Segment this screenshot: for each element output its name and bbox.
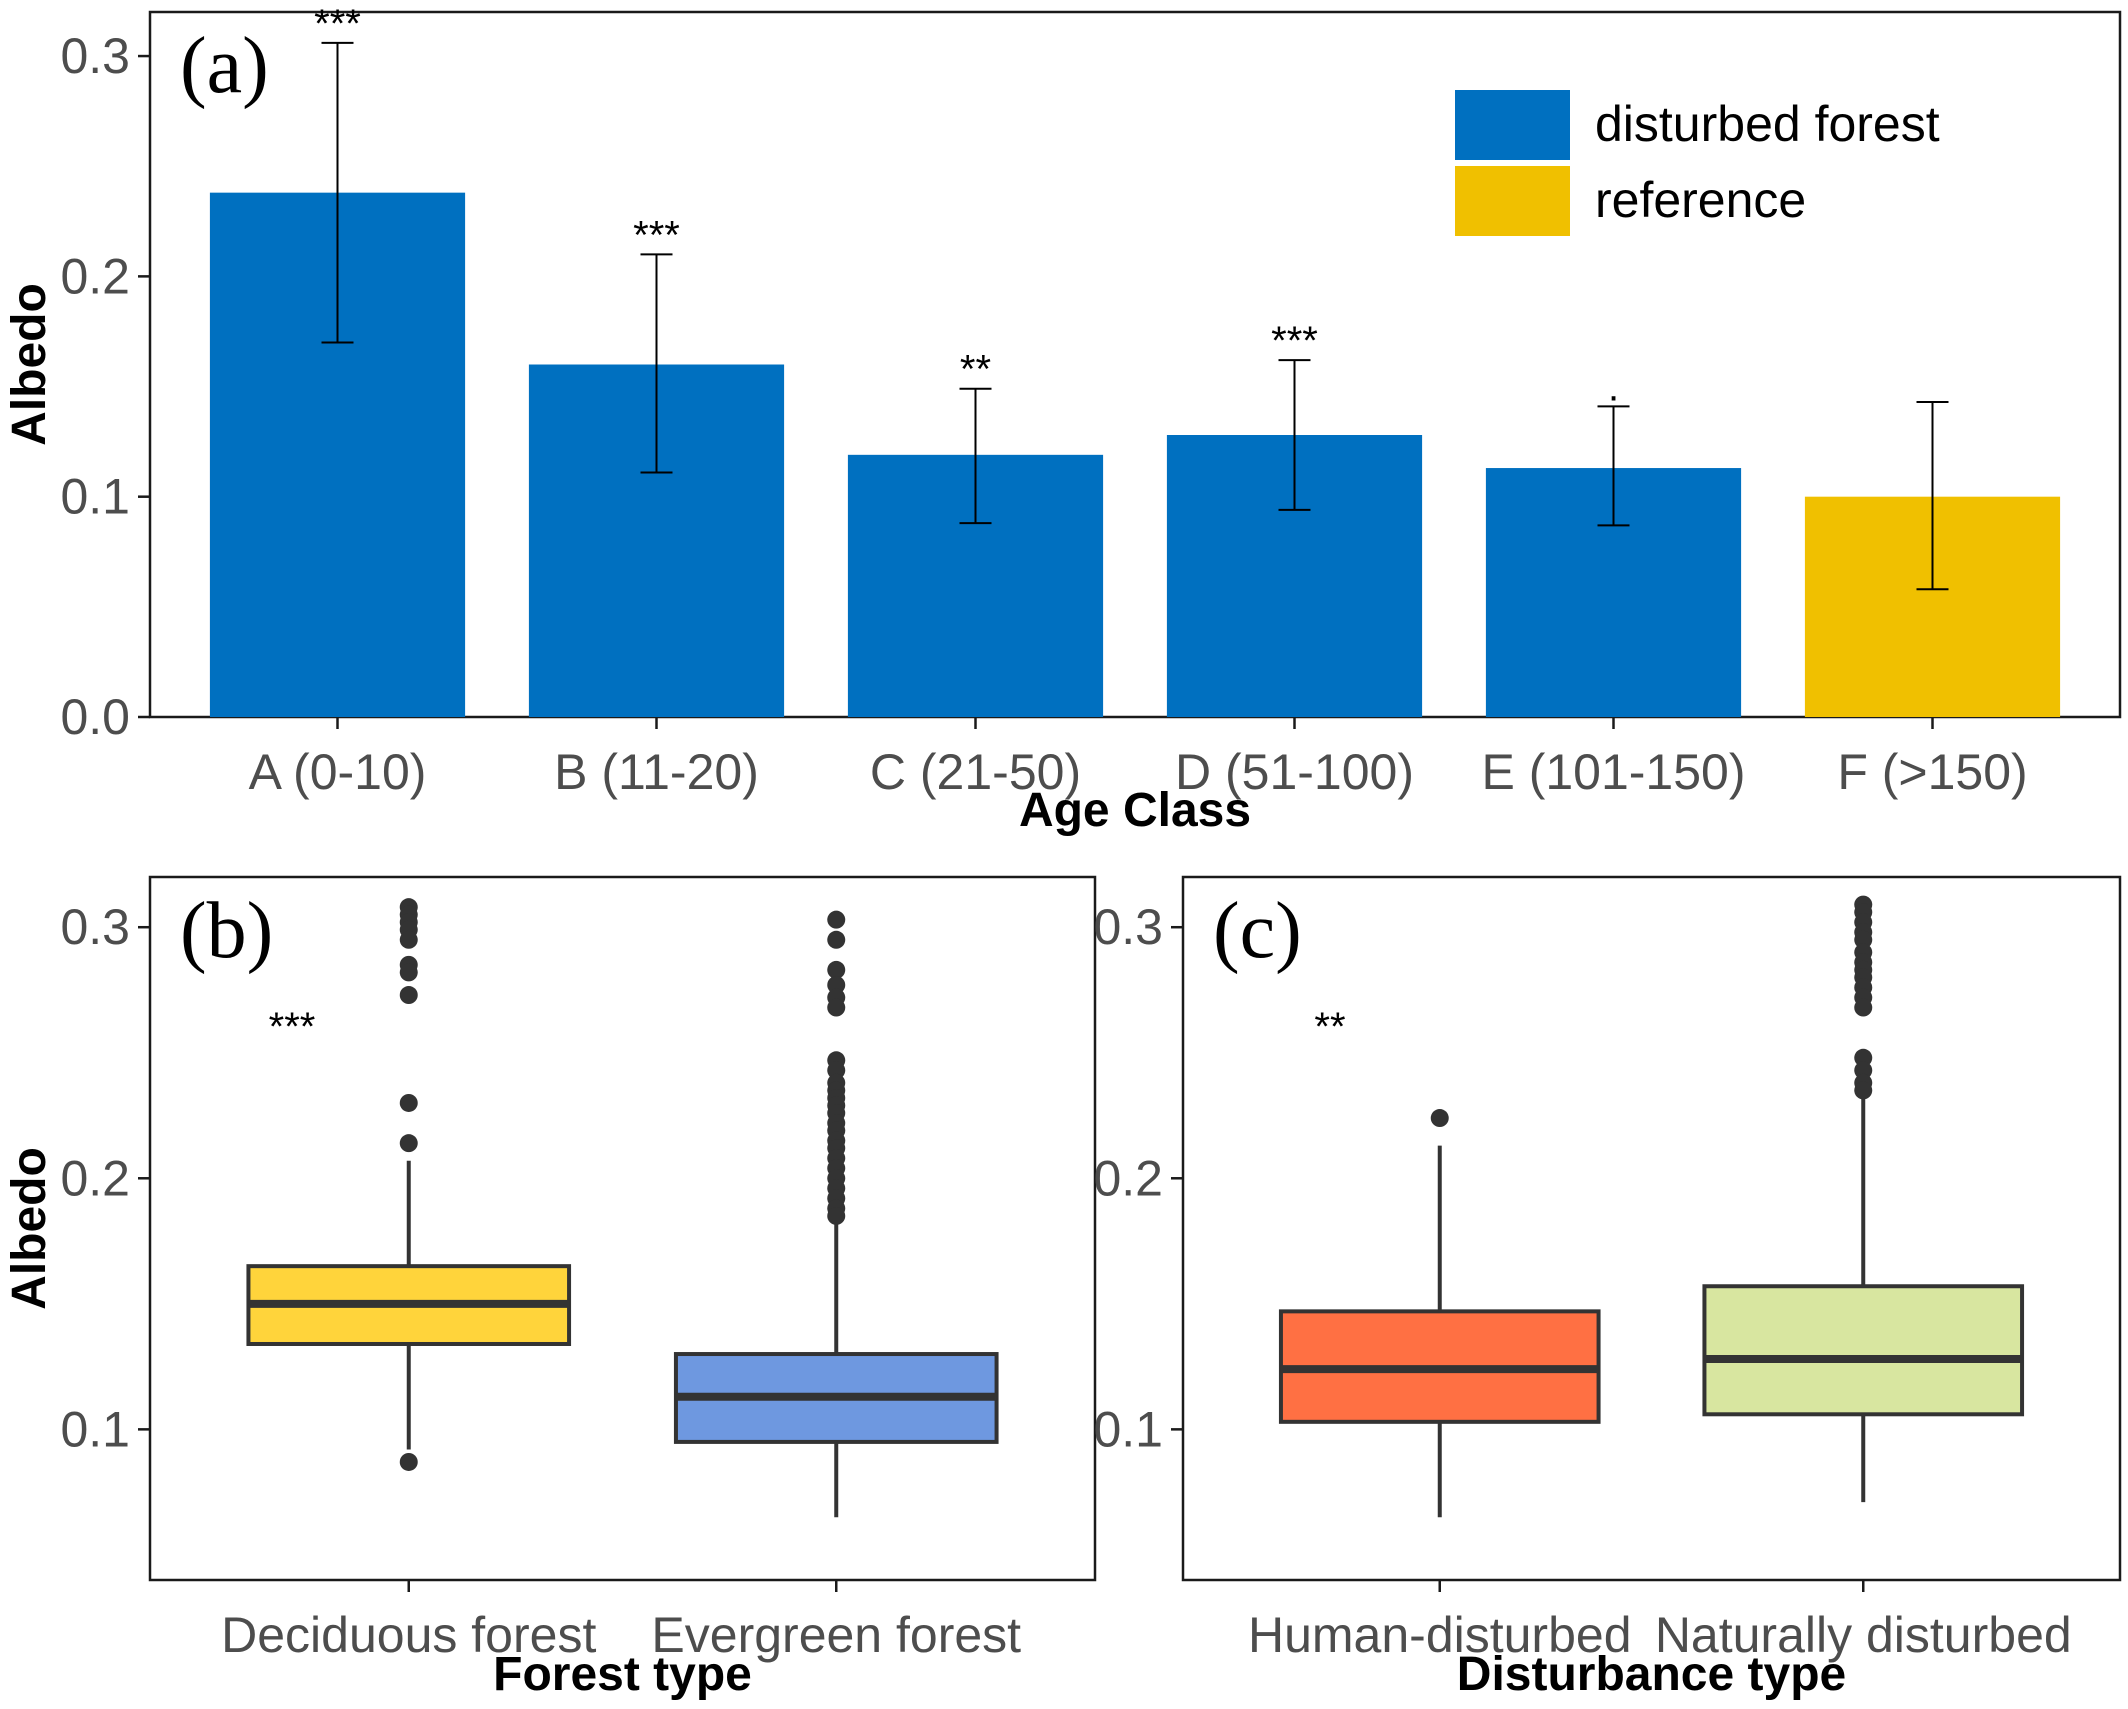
significance-label: ** bbox=[1314, 1005, 1345, 1049]
significance-label: *** bbox=[269, 1005, 316, 1049]
x-tick-label: C (21-50) bbox=[870, 744, 1081, 800]
x-tick-label: B (11-20) bbox=[554, 744, 759, 800]
significance-label: ** bbox=[960, 348, 991, 392]
outlier-point bbox=[399, 986, 418, 1005]
outlier-point bbox=[399, 1452, 418, 1471]
x-tick-label: A (0-10) bbox=[249, 744, 427, 800]
y-tick-label: 0.1 bbox=[60, 469, 130, 525]
outlier-point bbox=[1854, 1061, 1873, 1080]
outlier-point bbox=[1430, 1109, 1449, 1128]
outlier-point bbox=[1854, 998, 1873, 1017]
y-tick-label: 0.2 bbox=[1093, 1150, 1163, 1206]
y-tick-label: 0.2 bbox=[60, 1150, 130, 1206]
y-tick-label: 0.3 bbox=[1093, 899, 1163, 955]
x-axis-title: Disturbance type bbox=[1457, 1648, 1846, 1701]
outlier-point bbox=[1854, 930, 1873, 949]
panel-a: 0.0 0.1 0.2 0.3 Albedo Age Class (a) *** A (0-10… bbox=[3, 2, 2122, 837]
outlier-point bbox=[399, 963, 418, 982]
outlier-point bbox=[827, 1061, 846, 1080]
x-tick-label: Naturally disturbed bbox=[1655, 1607, 2072, 1663]
significance-label: *** bbox=[314, 2, 361, 46]
x-axis-title: Age Class bbox=[1019, 784, 1251, 837]
significance-label: *** bbox=[1271, 319, 1318, 363]
plot-frame bbox=[148, 875, 1097, 1582]
significance-label: *** bbox=[633, 213, 680, 257]
significance-label: . bbox=[1608, 365, 1619, 409]
x-axis-title: Forest type bbox=[493, 1648, 752, 1701]
legend-label: disturbed forest bbox=[1595, 96, 1940, 152]
panel-label: (b) bbox=[180, 887, 273, 975]
x-tick-label: F (>150) bbox=[1837, 744, 2027, 800]
plot-frame bbox=[1181, 875, 2122, 1582]
legend-label: reference bbox=[1595, 172, 1806, 228]
legend-swatch bbox=[1455, 166, 1570, 236]
outlier-point bbox=[827, 1206, 846, 1225]
x-tick-label: D (51-100) bbox=[1175, 744, 1414, 800]
outlier-point bbox=[399, 1134, 418, 1153]
x-tick-label: Deciduous forest bbox=[221, 1607, 596, 1663]
y-axis-title: Albedo bbox=[3, 283, 56, 446]
outlier-point bbox=[827, 998, 846, 1017]
panel-c: 0.1 0.2 0.3 Disturbance type (c) Human-distur… bbox=[1093, 875, 2122, 1701]
outlier-point bbox=[1854, 1048, 1873, 1067]
y-axis-title: Albedo bbox=[3, 1147, 56, 1310]
outlier-point bbox=[1854, 1081, 1873, 1100]
y-tick-label: 0.3 bbox=[60, 28, 130, 84]
y-tick-label: 0.1 bbox=[1093, 1401, 1163, 1457]
y-tick-label: 0.1 bbox=[60, 1401, 130, 1457]
plot-frame bbox=[148, 10, 2122, 719]
outlier-point bbox=[827, 910, 846, 929]
y-tick-label: 0.3 bbox=[60, 899, 130, 955]
y-tick-label: 0.2 bbox=[60, 248, 130, 304]
outlier-point bbox=[827, 975, 846, 994]
outlier-point bbox=[827, 960, 846, 979]
x-tick-label: E (101-150) bbox=[1481, 744, 1745, 800]
outlier-point bbox=[399, 930, 418, 949]
panel-label: (a) bbox=[180, 22, 269, 110]
panel-b: 0.1 0.2 0.3 Albedo Forest type (b) Deciduous f… bbox=[3, 875, 1097, 1701]
outlier-point bbox=[399, 1093, 418, 1112]
outlier-point bbox=[827, 930, 846, 949]
panel-label: (c) bbox=[1213, 887, 1302, 975]
x-tick-label: Human-disturbed bbox=[1248, 1607, 1632, 1663]
legend-swatch bbox=[1455, 90, 1570, 160]
box bbox=[1702, 1284, 2025, 1417]
y-tick-label: 0.0 bbox=[60, 689, 130, 745]
x-tick-label: Evergreen forest bbox=[651, 1607, 1021, 1663]
